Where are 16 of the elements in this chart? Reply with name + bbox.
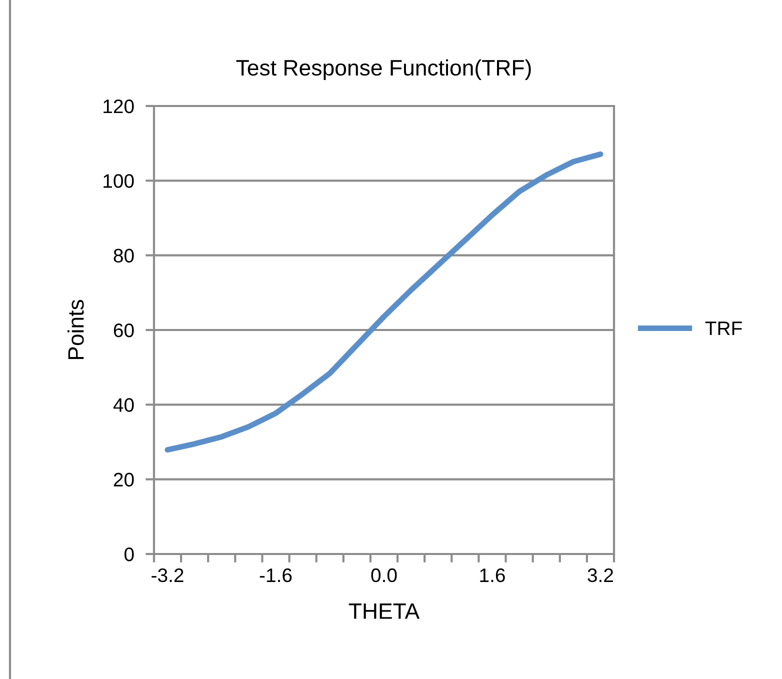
y-tick-label: 120 xyxy=(104,99,134,114)
y-tick-label: 100 xyxy=(104,174,134,188)
legend-label: TRF xyxy=(705,322,742,336)
x-tick-label: 1.6 xyxy=(480,568,505,582)
x-axis-title: THETA xyxy=(348,603,420,619)
y-tick-label: 40 xyxy=(113,398,134,412)
y-tick-label: 20 xyxy=(114,472,134,487)
y-axis-title: Points xyxy=(68,300,84,360)
y-tick-label: 60 xyxy=(114,323,134,338)
y-tick-label: 0 xyxy=(124,547,134,562)
chart-title: Test Response Function(TRF) xyxy=(236,59,531,80)
y-tick-label: 80 xyxy=(114,248,134,263)
x-tick-label: 3.2 xyxy=(588,568,614,582)
x-tick-label: -3.2 xyxy=(152,568,184,582)
x-tick-label: 0.0 xyxy=(371,568,397,582)
x-tick-label: -1.6 xyxy=(260,568,292,582)
